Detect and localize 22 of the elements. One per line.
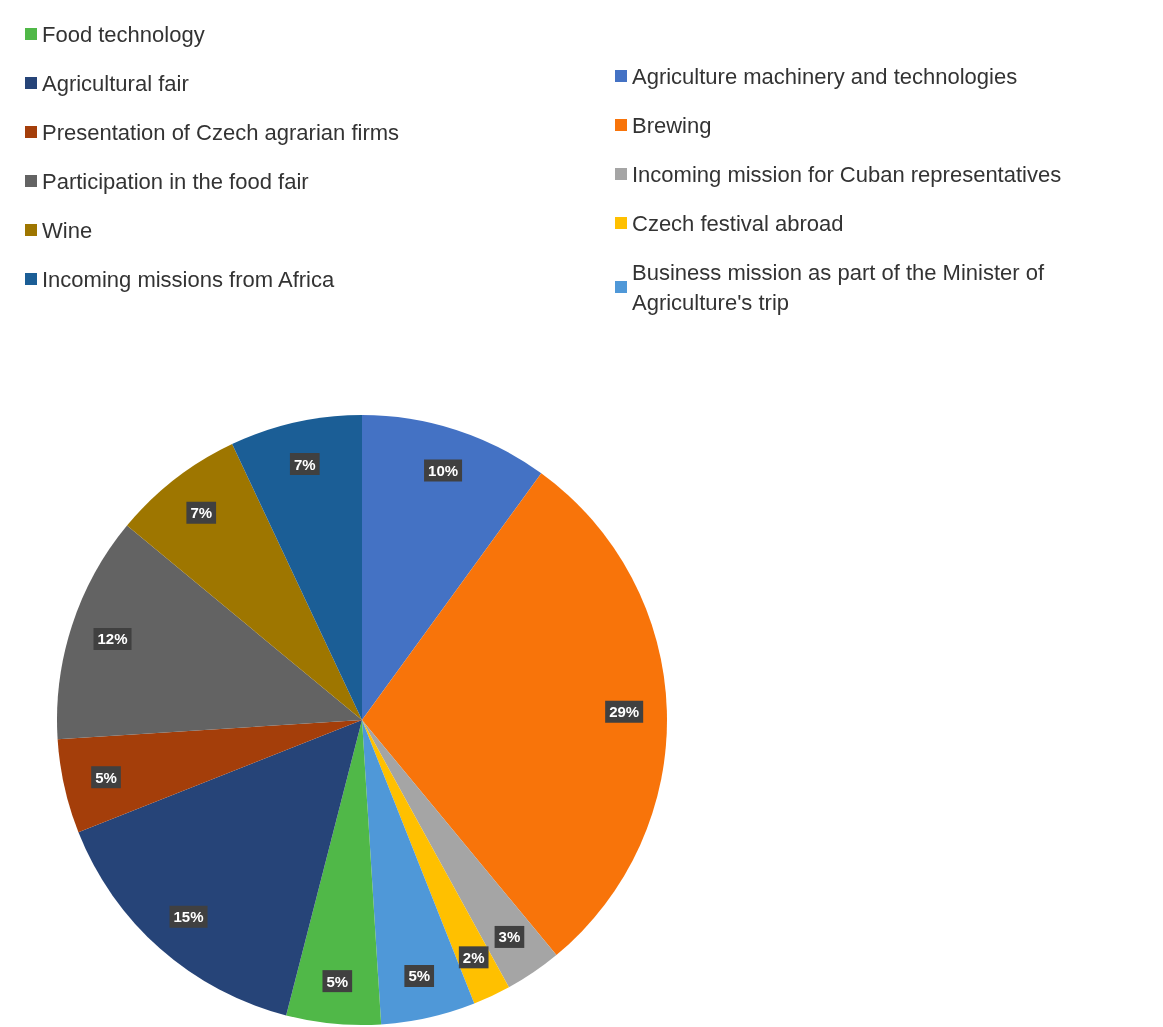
data-label: 7% bbox=[190, 504, 213, 522]
legend-label: Incoming missions from Africa bbox=[42, 266, 335, 292]
data-label: 5% bbox=[326, 972, 349, 990]
legend-label: Food technology bbox=[42, 21, 205, 47]
legend-label: Czech festival abroad bbox=[632, 210, 844, 236]
data-label: 5% bbox=[408, 967, 431, 985]
data-label: 15% bbox=[173, 908, 204, 926]
data-label: 5% bbox=[95, 768, 117, 786]
legend-label: Wine bbox=[42, 217, 93, 243]
legend-label: Incoming mission for Cuban representatives bbox=[632, 161, 1062, 187]
data-label: 12% bbox=[97, 630, 128, 648]
legend-label: Agriculture machinery and technologies bbox=[632, 63, 1018, 89]
legend-label: Business mission as part of the Minister of Agriculture's trip bbox=[632, 259, 1051, 315]
legend-label: Participation in the food fair bbox=[42, 168, 309, 194]
data-label: 10% bbox=[428, 462, 459, 480]
data-label: 7% bbox=[293, 455, 316, 473]
data-label: 2% bbox=[462, 948, 485, 966]
data-label: 3% bbox=[498, 928, 521, 946]
legend-label: Brewing bbox=[632, 112, 712, 138]
legend-label: Presentation of Czech agrarian firms bbox=[42, 119, 400, 145]
data-label: 29% bbox=[609, 703, 640, 721]
legend-label: Agricultural fair bbox=[42, 70, 189, 96]
